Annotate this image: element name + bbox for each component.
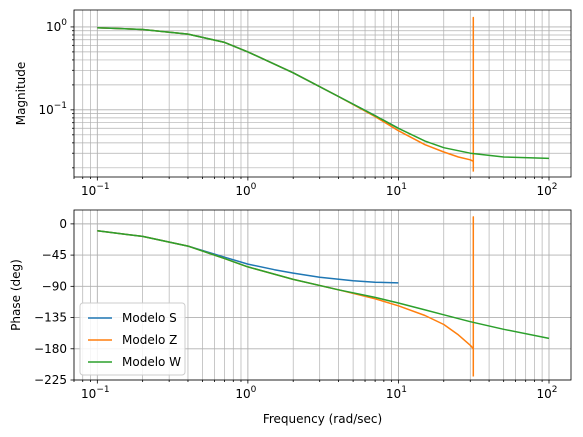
x-tick-label: 10−1: [81, 182, 110, 198]
y-tick-label: 100: [46, 18, 67, 34]
magnitude-ticks: 10−1 100 101 102 10−1 100: [38, 18, 557, 198]
y-tick-label: −45: [42, 248, 67, 262]
x-tick-label: 101: [386, 182, 407, 198]
series-line-modelo-w: [97, 26, 550, 160]
frequency-x-axis-label: Frequency (rad/sec): [263, 412, 382, 426]
legend-label: Modelo Z: [122, 333, 177, 347]
x-tick-label: 101: [386, 385, 407, 401]
legend-label: Modelo S: [122, 311, 177, 325]
y-tick-label: 0: [59, 217, 67, 231]
series-line-modelo-w: [97, 230, 550, 340]
magnitude-y-axis-label: Magnitude: [14, 62, 28, 126]
legend-label: Modelo W: [122, 355, 181, 369]
magnitude-grid: [73, 10, 571, 177]
series-line-modelo-z: [97, 16, 475, 172]
magnitude-plot: 10−1 100 101 102 10−1 100 Magnitude: [14, 9, 572, 198]
magnitude-series: [97, 16, 550, 172]
phase-plot-frame: [73, 209, 572, 381]
legend: Modelo S Modelo Z Modelo W: [79, 302, 186, 376]
phase-series: [97, 216, 550, 377]
phase-plot: 10−1 100 101 102 0 −45 −90 −135 −180 −225 Phase (…: [9, 209, 572, 426]
y-tick-label: −135: [34, 311, 67, 325]
x-tick-label: 102: [536, 182, 557, 198]
y-tick-label: −225: [34, 373, 67, 387]
x-tick-label: 10−1: [81, 385, 110, 401]
magnitude-plot-frame: [73, 9, 572, 178]
x-tick-label: 100: [235, 182, 256, 198]
phase-y-axis-label: Phase (deg): [9, 259, 23, 331]
y-tick-label: −180: [34, 342, 67, 356]
y-tick-label: −90: [42, 279, 67, 293]
x-tick-label: 102: [536, 385, 557, 401]
phase-ticks: 10−1 100 101 102 0 −45 −90 −135 −180 −225: [34, 217, 557, 401]
legend-box: [79, 302, 186, 376]
x-tick-label: 100: [235, 385, 256, 401]
y-tick-label: 10−1: [38, 101, 67, 117]
